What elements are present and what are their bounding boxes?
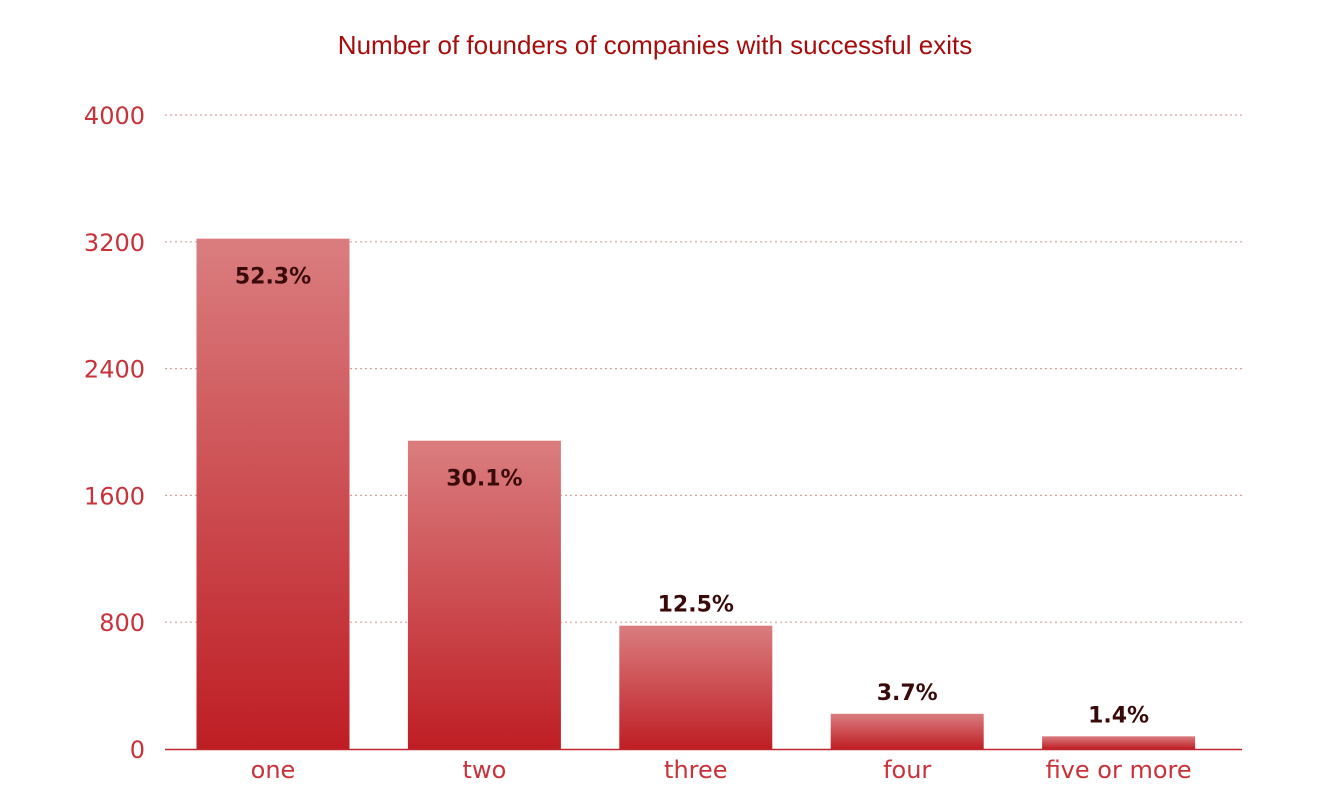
data-label: 52.3% [235,265,311,290]
x-category-label: three [664,756,728,784]
y-tick-label: 3200 [84,229,145,257]
bar-four [830,713,984,749]
bars [196,238,1196,749]
chart-title: Number of founders of companies with suc… [337,30,973,60]
y-axis-ticks: 0 800 1600 2400 3200 4000 [84,102,145,764]
bar-three [619,625,773,749]
x-category-label: five or more [1046,756,1192,784]
y-tick-label: 800 [99,609,145,637]
x-category-label: one [251,756,296,784]
data-labels: 52.3% 30.1% 12.5% 3.7% 1.4% [235,265,1149,729]
y-tick-label: 2400 [84,356,145,384]
y-tick-label: 4000 [84,102,145,130]
bar-two [407,440,561,749]
x-axis-categories: one two three four five or more [251,756,1192,784]
data-label: 3.7% [877,681,938,706]
x-category-label: two [463,756,507,784]
data-label: 12.5% [658,593,734,618]
y-tick-label: 0 [130,736,145,764]
data-label: 1.4% [1088,703,1149,728]
data-label: 30.1% [446,467,522,492]
bar-one [196,238,350,749]
x-category-label: four [883,756,931,784]
y-tick-label: 1600 [84,482,145,510]
bar-five-or-more [1042,736,1196,749]
